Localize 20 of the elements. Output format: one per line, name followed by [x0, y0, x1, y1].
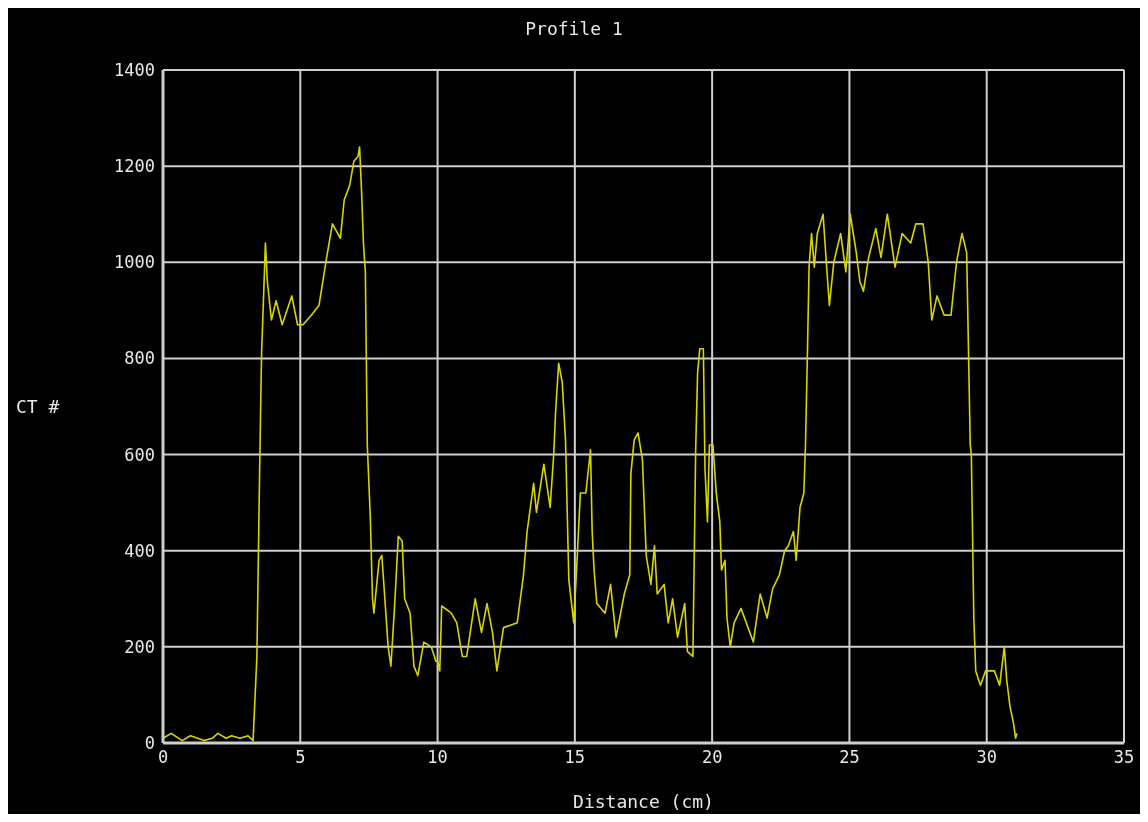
x-tick-label: 35 — [1113, 747, 1135, 768]
chart-title: Profile 1 — [524, 18, 624, 39]
y-tick-label: 1200 — [114, 156, 155, 177]
y-axis-title: CT # — [16, 395, 60, 417]
x-tick-label: 5 — [295, 747, 306, 768]
x-axis-title: Distance (cm) — [573, 791, 714, 812]
y-tick-label: 400 — [124, 540, 155, 561]
y-tick-label: 800 — [124, 348, 155, 369]
line-series — [163, 146, 1018, 742]
x-tick-label: 10 — [427, 747, 448, 768]
y-tick-label: 200 — [124, 636, 155, 657]
y-tick-label: 0 — [144, 733, 155, 754]
x-tick-label: 20 — [701, 747, 723, 768]
x-tick-label: 25 — [839, 747, 860, 768]
x-tick-label: 0 — [157, 747, 169, 768]
y-tick-label: 600 — [124, 444, 155, 465]
y-tick-label: 1000 — [114, 252, 155, 273]
y-tick-label: 1400 — [114, 60, 155, 81]
x-tick-label: 15 — [564, 747, 586, 768]
x-tick-label: 30 — [976, 747, 997, 768]
